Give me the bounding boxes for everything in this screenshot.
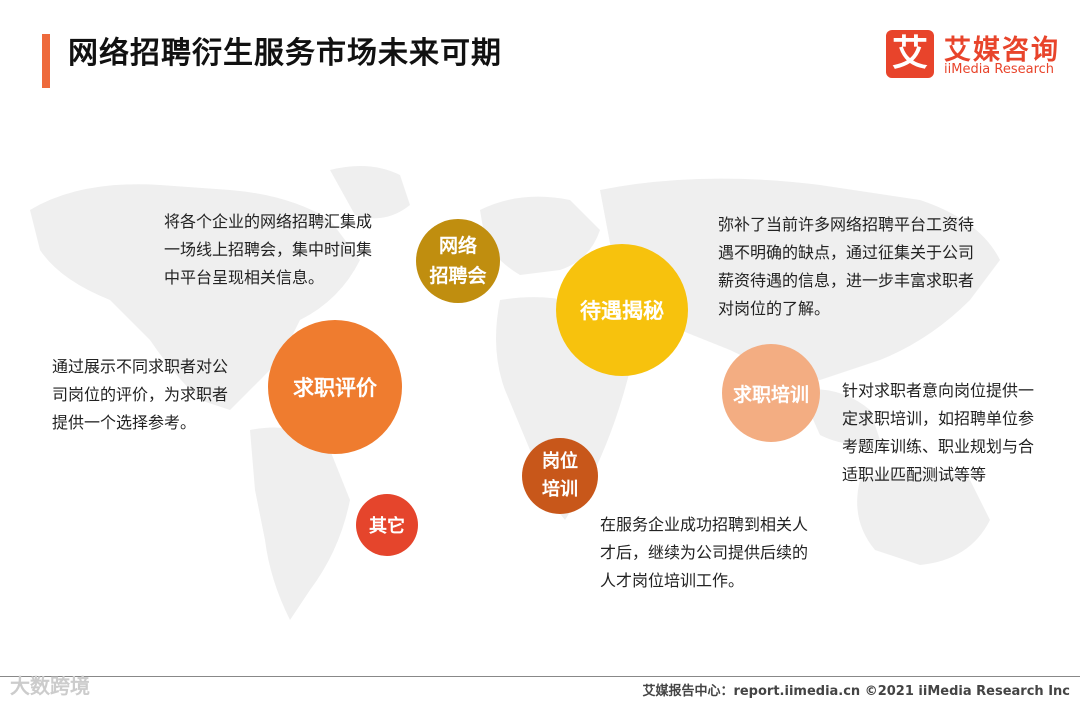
page-title: 网络招聘衍生服务市场未来可期 [68, 36, 502, 71]
footer-divider [0, 676, 1080, 677]
desc-line: 一场线上招聘会，集中时间集 [164, 240, 373, 259]
desc-line: 中平台呈现相关信息。 [164, 268, 325, 287]
desc-line: 对岗位的了解。 [718, 299, 831, 318]
desc-line: 才后，继续为公司提供后续的 [600, 543, 809, 562]
south-america-shape [250, 427, 350, 620]
node-online-job-fair: 网络 招聘会 [416, 219, 500, 303]
logo-mark: 艾 [886, 30, 934, 78]
desc-line: 人才岗位培训工作。 [600, 571, 745, 590]
desc-jobseeker-training: 针对求职者意向岗位提供一 定求职培训，如招聘单位参 考题库训练、职业规划与合 适… [842, 377, 1034, 489]
iimedia-logo: 艾 艾媒咨询 iiMedia Research [886, 28, 1058, 82]
desc-line: 针对求职者意向岗位提供一 [842, 381, 1035, 400]
desc-line: 遇不明确的缺点，通过征集关于公司 [718, 243, 975, 262]
desc-post-training: 在服务企业成功招聘到相关人 才后，继续为公司提供后续的 人才岗位培训工作。 [600, 511, 808, 595]
desc-line: 定求职培训，如招聘单位参 [842, 409, 1035, 428]
desc-salary-reveal: 弥补了当前许多网络招聘平台工资待 遇不明确的缺点，通过征集关于公司 薪资待遇的信… [718, 211, 974, 323]
node-other-label: 其它 [369, 516, 405, 537]
logo-english-text: iiMedia Research [944, 62, 1055, 77]
node-post-training-label: 岗位 培训 [542, 451, 578, 500]
watermark: 大数跨境 [10, 674, 90, 698]
node-job-review-label: 求职评价 [293, 376, 377, 400]
node-jobseeker-training: 求职培训 [722, 344, 820, 442]
node-salary-reveal: 待遇揭秘 [556, 244, 688, 376]
node-post-training: 岗位 培训 [522, 438, 598, 514]
europe-shape [480, 196, 600, 275]
title-accent-bar [42, 34, 50, 88]
footer-source: 艾媒报告中心：report.iimedia.cn ©2021 iiMedia R… [642, 684, 1070, 699]
desc-line: 弥补了当前许多网络招聘平台工资待 [718, 215, 975, 234]
node-job-review: 求职评价 [268, 320, 402, 454]
australia-shape [857, 470, 990, 565]
asia-shape [600, 178, 1000, 380]
desc-line: 在服务企业成功招聘到相关人 [600, 515, 809, 534]
desc-line: 提供一个选择参考。 [52, 413, 197, 432]
desc-line: 薪资待遇的信息，进一步丰富求职者 [718, 271, 975, 290]
logo-chinese-text: 艾媒咨询 [944, 35, 1060, 66]
desc-line: 适职业匹配测试等等 [842, 465, 987, 484]
node-other: 其它 [356, 494, 418, 556]
node-online-job-fair-label: 网络 招聘会 [429, 235, 487, 287]
desc-online-job-fair: 将各个企业的网络招聘汇集成 一场线上招聘会，集中时间集 中平台呈现相关信息。 [164, 208, 372, 292]
desc-line: 司岗位的评价，为求职者 [52, 385, 229, 404]
node-salary-reveal-label: 待遇揭秘 [580, 299, 664, 323]
southeast-asia-shape [800, 389, 880, 444]
desc-line: 考题库训练、职业规划与合 [842, 437, 1035, 456]
desc-line: 通过展示不同求职者对公 [52, 357, 229, 376]
desc-line: 将各个企业的网络招聘汇集成 [164, 212, 373, 231]
greenland-shape [330, 166, 410, 219]
node-jobseeker-training-label: 求职培训 [732, 383, 809, 406]
desc-job-review: 通过展示不同求职者对公 司岗位的评价，为求职者 提供一个选择参考。 [52, 353, 228, 437]
